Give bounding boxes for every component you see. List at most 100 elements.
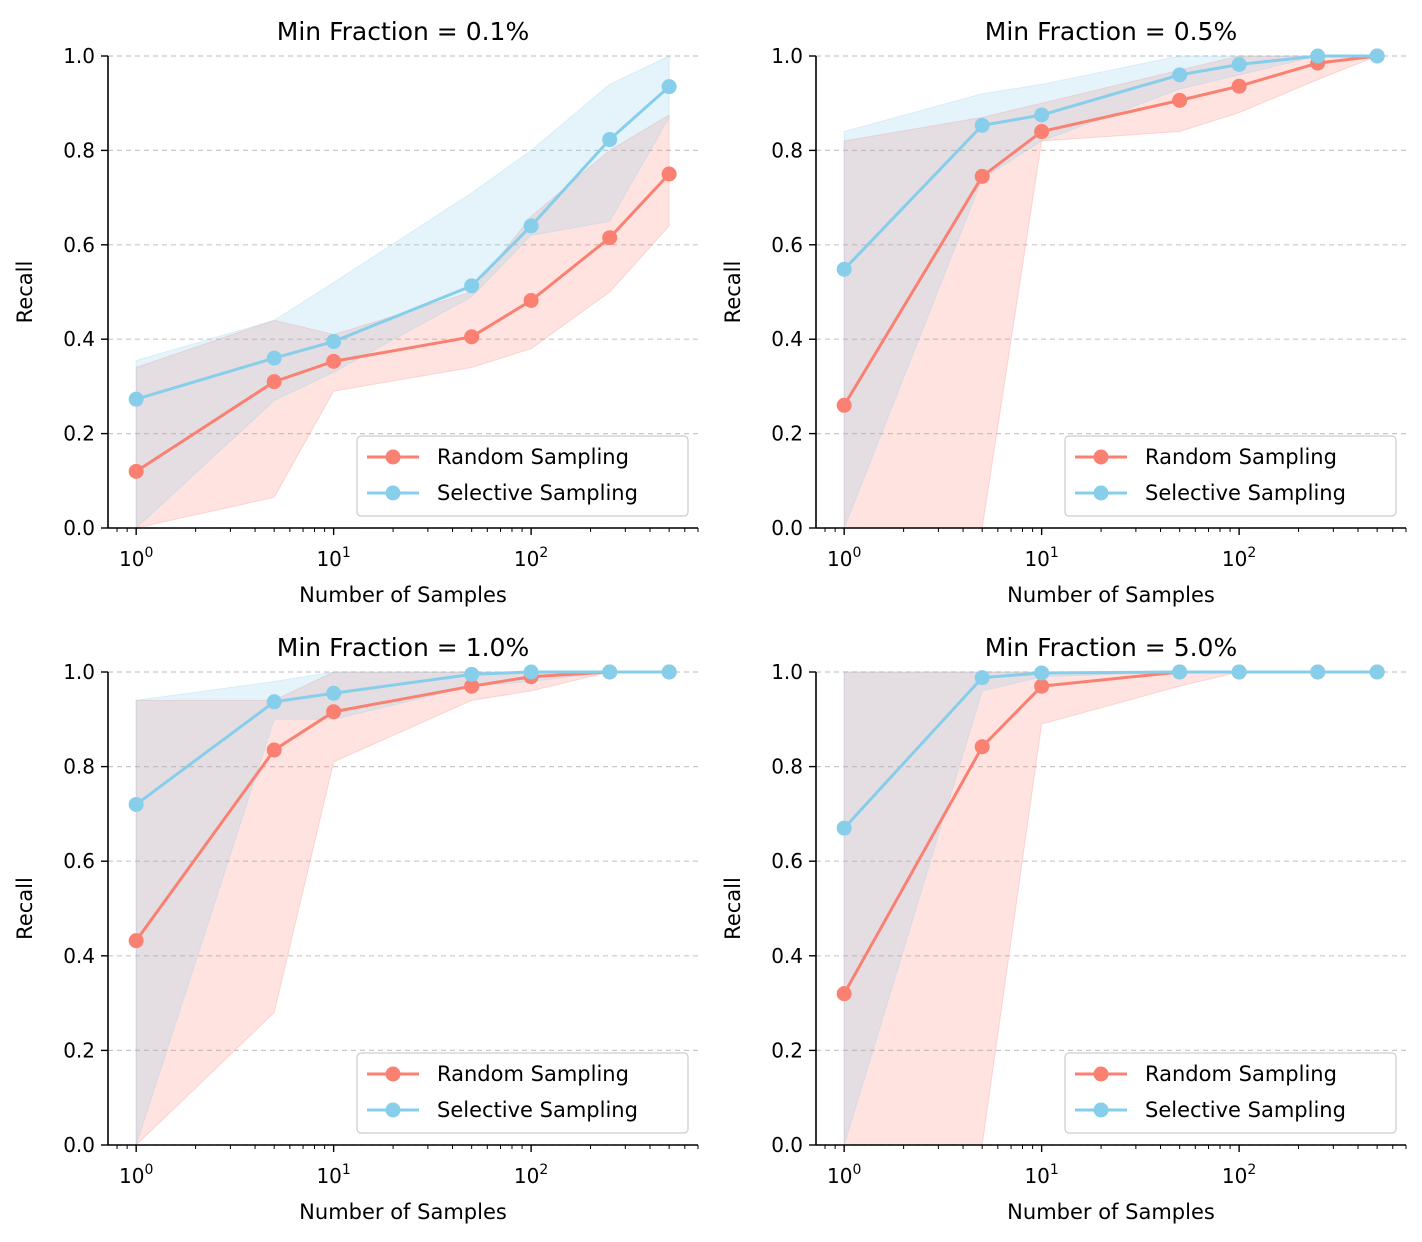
x-tick-exponent: 2 (539, 545, 548, 561)
selective-sampling-point (1231, 664, 1247, 680)
x-tick-exponent: 0 (144, 545, 153, 561)
legend-random-sampling-marker (1093, 449, 1109, 465)
x-tick-exponent: 2 (539, 1162, 548, 1178)
chart-title: Min Fraction = 0.1% (277, 17, 529, 46)
selective-sampling-point (128, 796, 144, 812)
y-axis-label: Recall (13, 261, 37, 324)
random-sampling-point (661, 166, 677, 182)
x-tick-base: 10 (1222, 547, 1247, 571)
y-tick-label: 0.0 (771, 516, 803, 540)
random-sampling-point (523, 292, 539, 308)
selective-sampling-point (326, 685, 342, 701)
x-tick-base: 10 (1024, 547, 1049, 571)
legend-selective-sampling-label: Selective Sampling (437, 1098, 638, 1122)
random-sampling-point (974, 739, 990, 755)
y-tick-label: 1.0 (771, 660, 803, 684)
y-tick-label: 0.4 (63, 944, 95, 968)
y-tick-label: 0.6 (63, 233, 95, 257)
y-tick-label: 0.2 (771, 422, 803, 446)
legend: Random Sampling Selective Sampling (356, 1052, 689, 1134)
x-tick-exponent: 1 (342, 1162, 351, 1178)
legend-selective-sampling-label: Selective Sampling (1145, 1098, 1346, 1122)
legend-selective-sampling-marker (1093, 1102, 1109, 1118)
x-axis-label: Number of Samples (1007, 583, 1215, 607)
legend-box (1064, 435, 1397, 517)
random-sampling-point (974, 168, 990, 184)
random-sampling-point (464, 678, 480, 694)
x-tick-exponent: 0 (852, 545, 861, 561)
x-tick-base: 10 (514, 1164, 539, 1188)
random-sampling-point (1231, 78, 1247, 94)
x-tick-label: 100 (119, 545, 153, 571)
selective-sampling-point (602, 664, 618, 680)
legend-random-sampling-label: Random Sampling (437, 445, 629, 469)
legend-random-sampling-label: Random Sampling (437, 1062, 629, 1086)
y-tick-label: 0.2 (771, 1038, 803, 1062)
x-tick-base: 10 (119, 1164, 144, 1188)
chart-title: Min Fraction = 1.0% (277, 633, 529, 662)
y-tick-label: 1.0 (63, 44, 95, 68)
x-axis-label: Number of Samples (299, 583, 507, 607)
y-axis-label: Recall (721, 877, 745, 940)
x-tick-base: 10 (119, 547, 144, 571)
selective-sampling-point (1310, 48, 1326, 64)
x-tick-base: 10 (514, 547, 539, 571)
y-tick-label: 0.4 (63, 327, 95, 351)
chart-title: Min Fraction = 5.0% (985, 633, 1237, 662)
x-axis-label: Number of Samples (299, 1200, 507, 1224)
legend-selective-sampling-label: Selective Sampling (437, 481, 638, 505)
legend-selective-sampling-label: Selective Sampling (1145, 481, 1346, 505)
y-tick-label: 0.0 (63, 516, 95, 540)
selective-sampling-point (464, 666, 480, 682)
y-tick-label: 0.8 (63, 138, 95, 162)
x-tick-base: 10 (1024, 1164, 1049, 1188)
legend-selective-sampling-marker (385, 485, 401, 501)
legend-random-sampling-label: Random Sampling (1145, 1062, 1337, 1086)
x-tick-base: 10 (827, 1164, 852, 1188)
random-sampling-point (128, 933, 144, 949)
random-sampling-point (836, 397, 852, 413)
y-tick-label: 0.4 (771, 944, 803, 968)
y-tick-label: 0.6 (771, 849, 803, 873)
x-tick-base: 10 (316, 1164, 341, 1188)
selective-sampling-point (661, 79, 677, 95)
legend-box (356, 435, 689, 517)
legend: Random Sampling Selective Sampling (1064, 1052, 1397, 1134)
selective-sampling-point (464, 278, 480, 294)
selective-sampling-point (1172, 67, 1188, 83)
selective-sampling-point (602, 132, 618, 148)
x-tick-exponent: 2 (1247, 1162, 1256, 1178)
legend-box (1064, 1052, 1397, 1134)
selective-sampling-point (1034, 665, 1050, 681)
selective-sampling-point (1369, 664, 1385, 680)
random-sampling-point (128, 463, 144, 479)
random-sampling-point (266, 374, 282, 390)
legend: Random Sampling Selective Sampling (356, 435, 689, 517)
random-sampling-band (135, 114, 670, 529)
x-tick-exponent: 1 (1050, 1162, 1059, 1178)
y-axis-label: Recall (13, 877, 37, 940)
y-tick-label: 0.4 (771, 327, 803, 351)
x-tick-label: 101 (316, 545, 350, 571)
selective-sampling-point (1231, 56, 1247, 72)
selective-sampling-point (1172, 664, 1188, 680)
x-tick-exponent: 0 (144, 1162, 153, 1178)
x-tick-exponent: 2 (1247, 545, 1256, 561)
selective-sampling-point (266, 694, 282, 710)
y-axis-label: Recall (721, 261, 745, 324)
x-tick-label: 100 (827, 1162, 861, 1188)
y-tick-label: 1.0 (771, 44, 803, 68)
chart-title: Min Fraction = 0.5% (985, 17, 1237, 46)
selective-sampling-point (266, 350, 282, 366)
random-sampling-point (326, 353, 342, 369)
y-tick-label: 0.8 (771, 138, 803, 162)
legend-random-sampling-label: Random Sampling (1145, 445, 1337, 469)
legend-selective-sampling-marker (1093, 485, 1109, 501)
x-tick-label: 101 (316, 1162, 350, 1188)
random-sampling-point (326, 704, 342, 720)
selective-sampling-band (135, 55, 670, 530)
